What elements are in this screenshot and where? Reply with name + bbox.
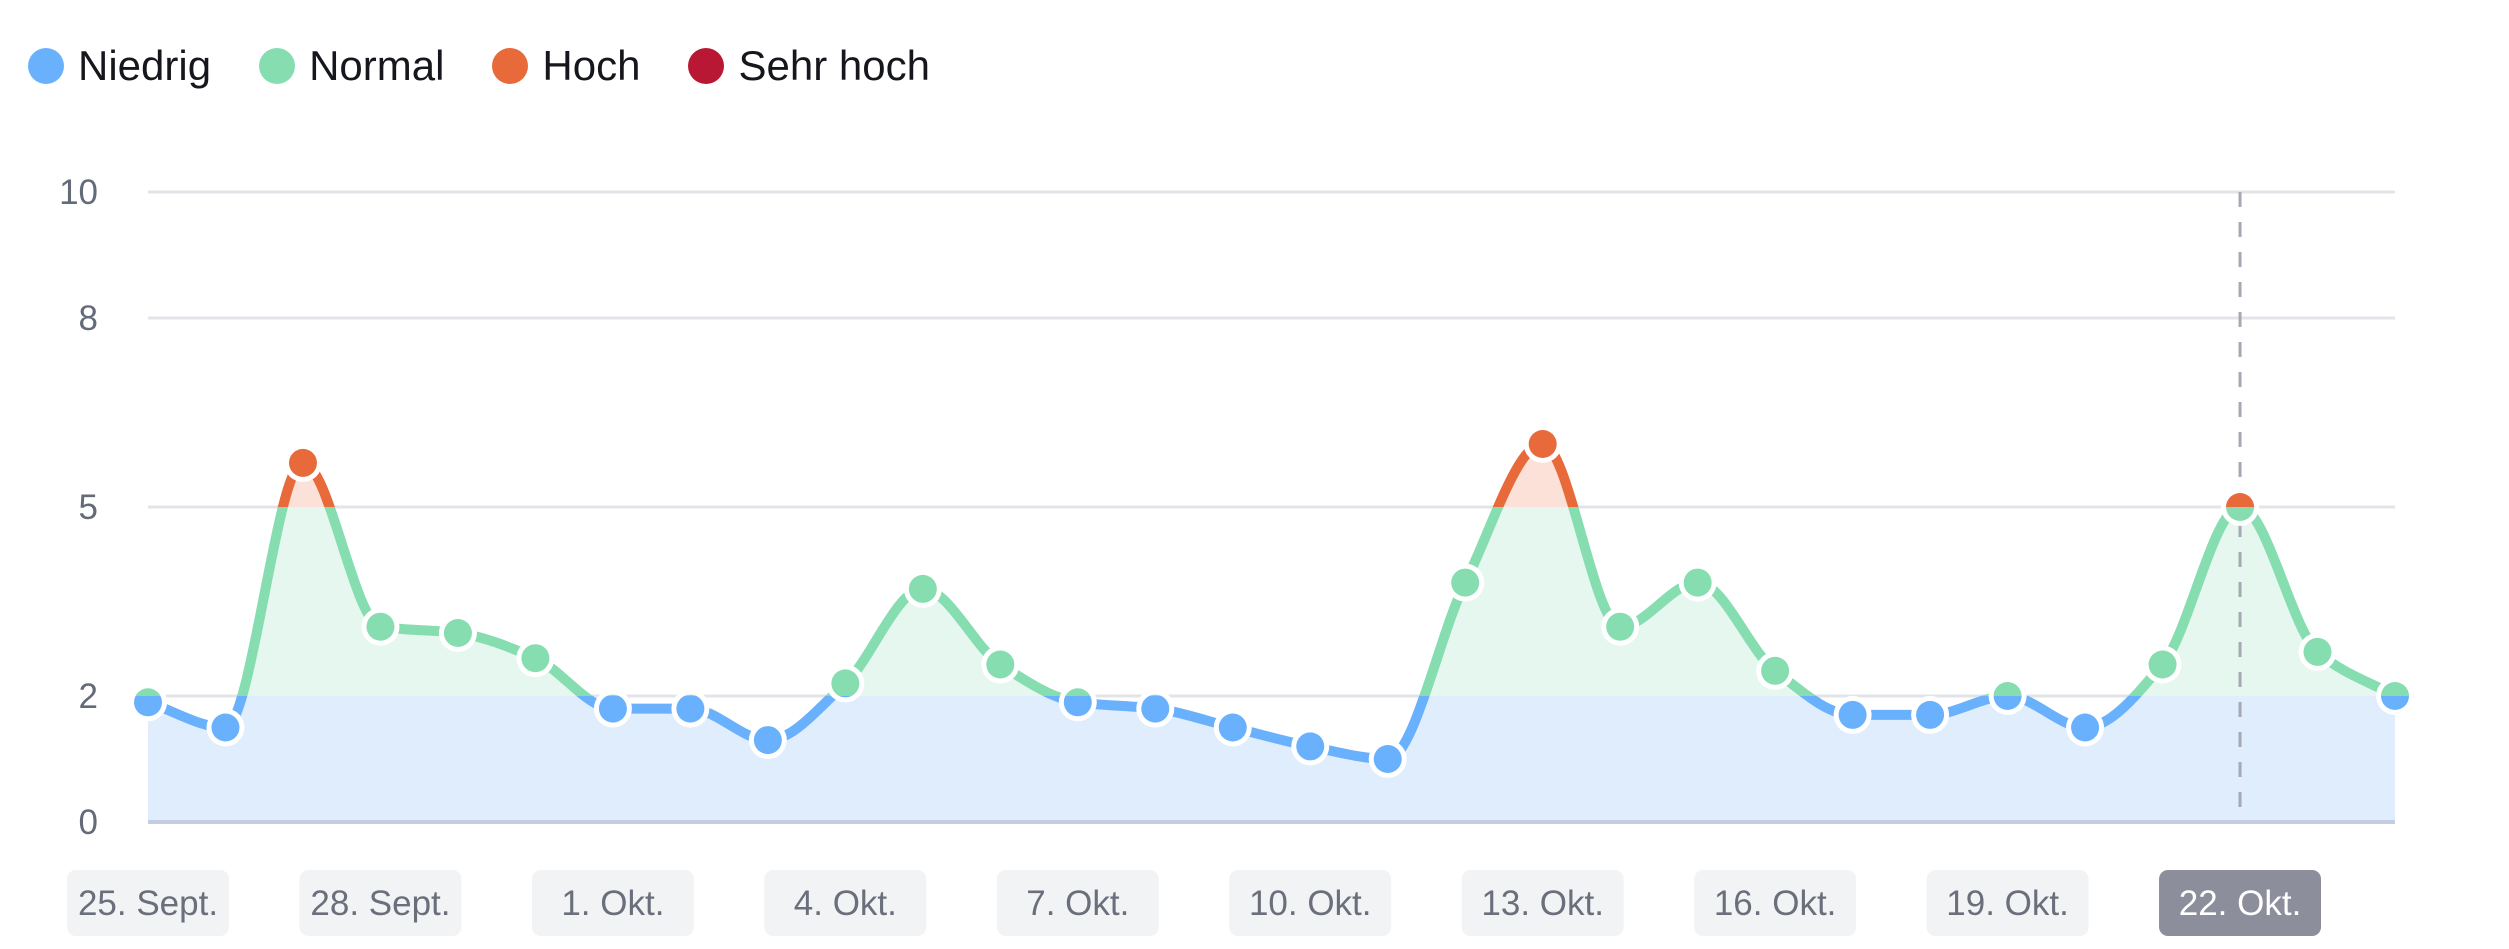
data-point[interactable] [1213, 708, 1252, 747]
y-axis-labels: 0 2 5 8 10 [59, 173, 98, 842]
data-point[interactable] [516, 639, 555, 678]
data-point[interactable] [1601, 607, 1640, 646]
data-point[interactable] [129, 683, 167, 722]
data-point[interactable] [903, 569, 942, 608]
legend-label: Normal [309, 42, 445, 89]
legend-item-normal[interactable]: Normal [259, 40, 444, 92]
x-tick-label: 28. Sept. [299, 870, 462, 936]
data-point[interactable] [2143, 645, 2182, 684]
data-point[interactable] [2066, 708, 2105, 747]
data-point[interactable] [206, 708, 245, 747]
data-point[interactable] [826, 664, 865, 703]
svg-text:28. Sept.: 28. Sept. [310, 884, 450, 923]
svg-text:7. Okt.: 7. Okt. [1026, 884, 1129, 923]
data-point[interactable] [1368, 740, 1407, 778]
legend-dot-icon [259, 48, 296, 84]
x-tick-label: 25. Sept. [67, 870, 229, 936]
data-point[interactable] [1911, 695, 1950, 734]
data-point[interactable] [438, 614, 477, 652]
svg-text:4. Okt.: 4. Okt. [794, 884, 897, 923]
legend-label: Hoch [542, 42, 641, 89]
data-point[interactable] [2376, 677, 2414, 715]
area-fills [148, 444, 2395, 822]
y-tick-label: 5 [79, 488, 98, 527]
data-point[interactable] [1756, 651, 1795, 690]
data-point[interactable] [283, 443, 322, 482]
x-tick-label: 1. Okt. [531, 870, 694, 936]
y-tick-label: 8 [79, 299, 98, 338]
x-tick-label: 13. Okt. [1461, 870, 1624, 936]
data-point[interactable] [1523, 425, 1562, 463]
data-point[interactable] [981, 645, 1020, 684]
data-point[interactable] [1446, 563, 1485, 602]
x-tick-label: 19. Okt. [1926, 870, 2089, 936]
x-tick-label: 16. Okt. [1694, 870, 1857, 936]
data-point[interactable] [2298, 632, 2337, 671]
legend-dot-icon [492, 48, 529, 84]
y-tick-label: 2 [79, 677, 98, 716]
data-point[interactable] [2221, 488, 2260, 526]
data-point[interactable] [1136, 689, 1175, 728]
legend-item-niedrig[interactable]: Niedrig [28, 40, 211, 92]
svg-text:13. Okt.: 13. Okt. [1481, 884, 1604, 923]
legend-dot-icon [688, 48, 725, 84]
y-tick-label: 10 [59, 173, 98, 212]
x-tick-label: 22. Okt. [2159, 870, 2322, 936]
data-point[interactable] [1833, 695, 1872, 734]
data-point[interactable] [1291, 727, 1330, 766]
data-point[interactable] [671, 689, 710, 728]
svg-text:16. Okt.: 16. Okt. [1714, 884, 1837, 923]
legend-label: Sehr hoch [738, 42, 930, 89]
legend-label: Niedrig [78, 42, 212, 89]
x-axis-labels: 25. Sept. 28. Sept. 1. Okt. 4. Okt. 7. Okt. 1… [67, 870, 2322, 936]
data-point[interactable] [361, 607, 400, 646]
legend-item-sehr-hoch[interactable]: Sehr hoch [688, 40, 930, 92]
svg-text:25. Sept.: 25. Sept. [78, 884, 218, 923]
data-point[interactable] [748, 721, 787, 760]
data-points [129, 425, 2414, 778]
data-point[interactable] [1058, 683, 1097, 722]
legend-item-hoch[interactable]: Hoch [492, 40, 640, 92]
x-tick-label: 4. Okt. [764, 870, 927, 936]
svg-text:10. Okt.: 10. Okt. [1249, 884, 1372, 923]
svg-text:1. Okt.: 1. Okt. [561, 884, 664, 923]
svg-text:22. Okt.: 22. Okt. [2179, 884, 2302, 923]
data-point[interactable] [593, 689, 632, 728]
data-point[interactable] [1988, 677, 2027, 715]
svg-text:19. Okt.: 19. Okt. [1946, 884, 2069, 923]
legend-dot-icon [28, 48, 64, 84]
y-tick-label: 0 [79, 803, 98, 842]
chart-legend: Niedrig Normal Hoch Sehr hoch [28, 40, 978, 92]
data-point[interactable] [1678, 563, 1717, 602]
gridlines [148, 190, 2395, 698]
x-tick-label: 7. Okt. [996, 870, 1159, 936]
x-tick-label: 10. Okt. [1229, 870, 1392, 936]
